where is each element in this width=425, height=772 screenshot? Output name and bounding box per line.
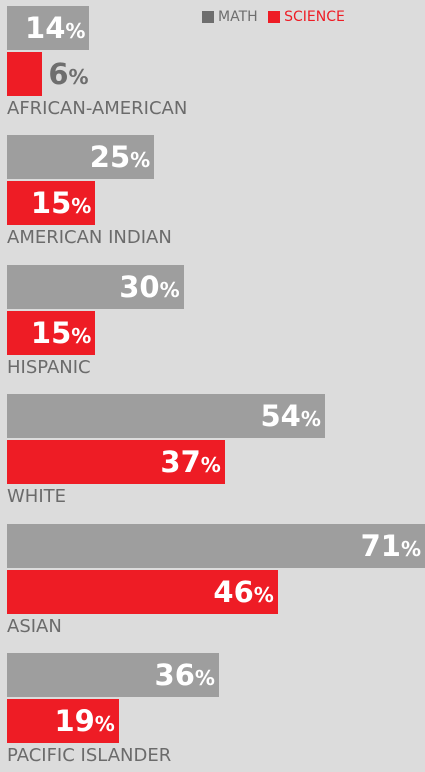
bar-math-asian [7, 523, 425, 568]
data-label-math-american-indian: 25% [89, 140, 151, 175]
category-label-american-indian: AMERICAN INDIAN [7, 227, 172, 249]
category-label-african-american: AFRICAN-AMERICAN [7, 98, 188, 119]
data-label-science-white: 37% [160, 445, 221, 480]
data-label-science-african-american: 6% [48, 57, 89, 91]
data-label-math-pacific-islander: 36% [154, 658, 215, 692]
data-label-science-asian: 46% [213, 574, 274, 609]
category-label-white: WHITE [7, 486, 67, 508]
data-label-science-pacific-islander: 19% [54, 704, 115, 738]
data-label-math-hispanic: 30% [119, 269, 180, 304]
legend-item-math: MATH [202, 8, 258, 26]
bar-science-asian [7, 569, 278, 614]
legend-label-science: SCIENCE [284, 9, 345, 25]
data-label-math-white: 54% [260, 399, 321, 434]
category-label-pacific-islander: PACIFIC ISLANDER [7, 745, 172, 766]
bar-science-african-american [7, 52, 43, 96]
bar-science-white [7, 440, 225, 485]
category-label-asian: ASIAN [7, 615, 62, 637]
data-label-math-asian: 71% [360, 528, 421, 563]
bar-science-american-indian [7, 181, 96, 226]
bar-math-white [7, 394, 325, 439]
bar-math-american-indian [7, 135, 155, 180]
legend-swatch-math [202, 11, 214, 23]
legend-swatch-science [268, 11, 281, 23]
bar-math-hispanic [7, 264, 184, 309]
category-label-hispanic: HISPANIC [7, 356, 91, 378]
data-label-math-african-american: 14% [25, 11, 86, 45]
bar-math-pacific-islander [7, 653, 219, 697]
bar-math-african-american [7, 6, 90, 50]
legend: MATH SCIENCE [202, 8, 351, 28]
data-label-science-american-indian: 15% [30, 186, 92, 221]
bar-science-pacific-islander [7, 699, 119, 743]
bar-science-hispanic [7, 310, 96, 355]
data-label-science-hispanic: 15% [30, 315, 92, 350]
legend-item-science: SCIENCE [268, 8, 345, 26]
legend-label-math: MATH [218, 9, 258, 25]
